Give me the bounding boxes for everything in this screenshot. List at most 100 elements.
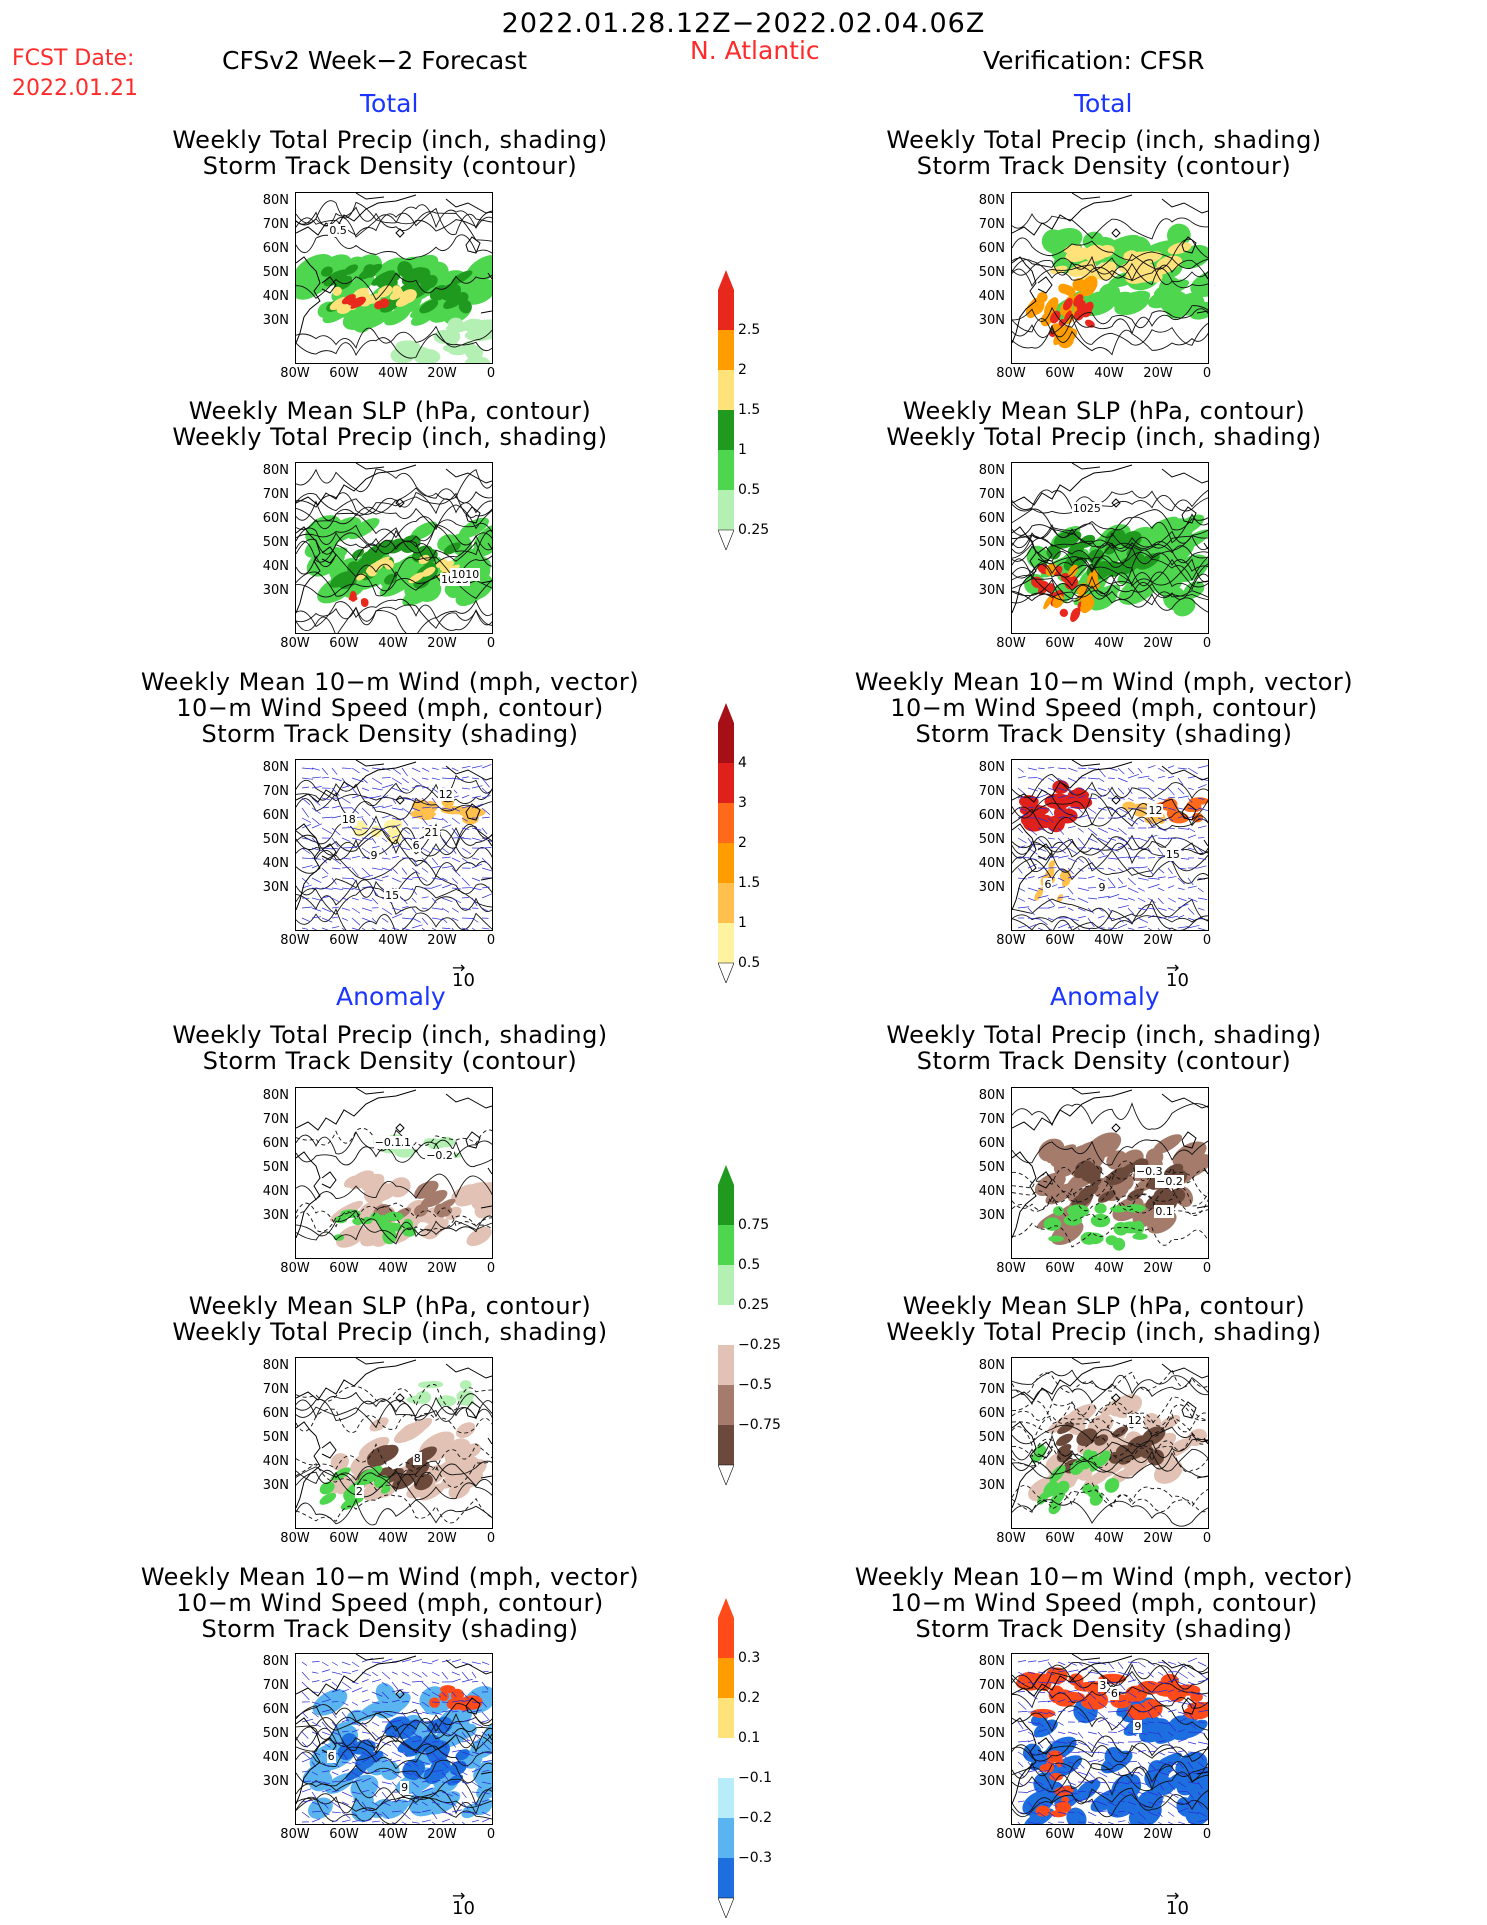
lat-label: 50N: [978, 1160, 1005, 1175]
lat-label: 60N: [978, 241, 1005, 256]
lat-label: 80N: [262, 760, 289, 775]
track-anom-colorbar-label: −0.2: [738, 1810, 772, 1826]
lon-label: 0: [1202, 933, 1212, 948]
lon-label: 20W: [1143, 933, 1173, 948]
fc-slp-precip-anom-title-line-1: Weekly Mean SLP (hPa, contour): [188, 1292, 592, 1320]
lat-label: 70N: [262, 1678, 289, 1693]
lat-label: 70N: [978, 487, 1005, 502]
lat-label: 60N: [262, 808, 289, 823]
lat-label: 50N: [978, 265, 1005, 280]
ob-slp-precip-anom-title-line-2: Weekly Total Precip (inch, shading): [886, 1318, 1322, 1346]
lon-label: 0: [486, 933, 496, 948]
ob-precip-track-anom-title-line-2: Storm Track Density (contour): [916, 1047, 1292, 1075]
lat-label: 80N: [978, 1088, 1005, 1103]
ob-slp-total-map: 1025: [1011, 462, 1209, 634]
fc-wind-track-anom-title-line-2: 10−m Wind Speed (mph, contour): [176, 1589, 604, 1617]
lat-label: 60N: [262, 1406, 289, 1421]
lon-label: 40W: [1094, 1827, 1124, 1842]
lon-label: 40W: [378, 1531, 408, 1546]
lat-label: 60N: [978, 1136, 1005, 1151]
lon-label: 80W: [280, 1261, 310, 1276]
lon-label: 20W: [1143, 636, 1173, 651]
lon-label: 20W: [427, 1827, 457, 1842]
fc-total-vector-ref-value: 10: [452, 970, 475, 991]
lat-label: 80N: [262, 463, 289, 478]
fc-precip-track-title-line-2: Storm Track Density (contour): [202, 152, 578, 180]
lon-label: 80W: [280, 366, 310, 381]
track-total-colorbar-label: 2: [738, 835, 747, 851]
lon-label: 60W: [329, 1827, 359, 1842]
fc-precip-total-map-plot: [296, 193, 492, 363]
ob-anom-vector-ref-arrow: →: [1166, 1886, 1180, 1905]
lon-label: 60W: [329, 366, 359, 381]
ob-wind-total-map-plot: [1012, 760, 1208, 930]
lon-label: 60W: [329, 636, 359, 651]
lon-label: 60W: [1045, 1531, 1075, 1546]
lon-label: 40W: [378, 1827, 408, 1842]
lon-label: 80W: [996, 366, 1026, 381]
lat-label: 40N: [978, 1750, 1005, 1765]
ob-precip-total-map: [1011, 192, 1209, 364]
ob-wind-anom-map-plot: [1012, 1654, 1208, 1824]
lon-label: 0: [1202, 366, 1212, 381]
lon-label: 60W: [1045, 1827, 1075, 1842]
lon-label: 20W: [1143, 1531, 1173, 1546]
ob-precip-total-map-plot: [1012, 193, 1208, 356]
track-total-colorbar-label: 1: [738, 915, 747, 931]
contour-label: −0.3: [1134, 1165, 1164, 1179]
region-title: N. Atlantic: [690, 36, 820, 65]
precip-anom-colorbar-label: −0.25: [738, 1337, 781, 1353]
fc-anom-vector-ref-arrow: →: [452, 1886, 466, 1905]
lon-label: 80W: [996, 1261, 1026, 1276]
contour-label: 12: [1147, 804, 1164, 818]
fc-precip-track-title-line-1: Weekly Total Precip (inch, shading): [172, 126, 608, 154]
track-anom-colorbar-swatches: [717, 1598, 735, 1919]
total-label-left: Total: [360, 89, 419, 118]
lat-label: 50N: [262, 535, 289, 550]
ob-precip-track-title-line-1: Weekly Total Precip (inch, shading): [886, 126, 1322, 154]
ob-wind-track-title-line-2: 10−m Wind Speed (mph, contour): [890, 694, 1318, 722]
ob-slp-precip-title-line-1: Weekly Mean SLP (hPa, contour): [902, 397, 1306, 425]
ob-wind-track-anom-title-line-3: Storm Track Density (shading): [915, 1615, 1293, 1643]
fc-wind-track-anom-title-line-1: Weekly Mean 10−m Wind (mph, vector): [140, 1563, 640, 1591]
contour-label: −0.2: [425, 1148, 454, 1162]
lat-label: 50N: [978, 535, 1005, 550]
lat-label: 60N: [262, 1702, 289, 1717]
total-label-right: Total: [1074, 89, 1133, 118]
lat-label: 30N: [978, 1478, 1005, 1493]
fc-slp-precip-anom-title-line-2: Weekly Total Precip (inch, shading): [172, 1318, 608, 1346]
period-title: 2022.01.28.12Z−2022.02.04.06Z: [501, 8, 986, 39]
fc-anom-vector-ref-value: 10: [452, 1898, 475, 1919]
lon-label: 80W: [996, 933, 1026, 948]
lat-label: 30N: [262, 583, 289, 598]
lat-label: 80N: [262, 1358, 289, 1373]
verification-column-title: Verification: CFSR: [983, 46, 1205, 75]
contour-label: −0.2: [1155, 1175, 1184, 1189]
lat-label: 60N: [978, 511, 1005, 526]
precip-total-colorbar-label: 0.25: [738, 522, 770, 538]
precip-anom-colorbar: [717, 1165, 735, 1486]
fc-precip-track-anom-title-line-2: Storm Track Density (contour): [202, 1047, 578, 1075]
lat-label: 30N: [262, 1208, 289, 1223]
lat-label: 80N: [262, 193, 289, 208]
precip-anom-colorbar-label: −0.75: [738, 1417, 781, 1433]
lon-label: 40W: [378, 636, 408, 651]
fc-wind-track-anom-title-line-3: Storm Track Density (shading): [201, 1615, 579, 1643]
track-anom-colorbar-label: 0.2: [738, 1690, 761, 1706]
lat-label: 80N: [978, 760, 1005, 775]
precip-anom-colorbar-swatches: [717, 1165, 735, 1486]
lat-label: 70N: [978, 217, 1005, 232]
lon-label: 60W: [1045, 1261, 1075, 1276]
lat-label: 40N: [978, 289, 1005, 304]
precip-total-colorbar-label: 0.5: [738, 482, 761, 498]
lon-label: 20W: [1143, 366, 1173, 381]
lat-label: 40N: [262, 1454, 289, 1469]
contour-label: −0.1: [373, 1135, 403, 1149]
fc-wind-anom-map-plot: [296, 1654, 492, 1824]
lat-label: 70N: [262, 1382, 289, 1397]
contour-label: 12: [437, 787, 454, 801]
lat-label: 60N: [978, 1702, 1005, 1717]
fc-wind-track-title-line-2: 10−m Wind Speed (mph, contour): [176, 694, 604, 722]
precip-anom-colorbar-label: 0.5: [738, 1257, 761, 1273]
